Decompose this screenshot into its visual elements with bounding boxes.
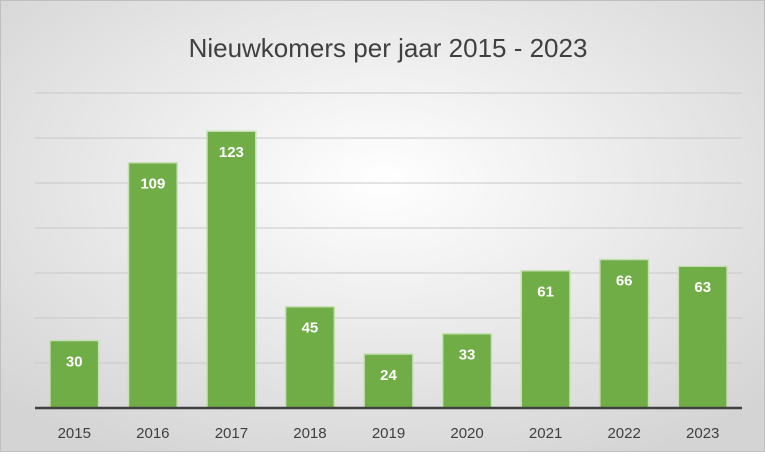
x-tick-label: 2017	[215, 425, 248, 442]
x-tick-label: 2018	[293, 425, 326, 442]
bar	[49, 339, 100, 409]
x-tick-label: 2015	[58, 425, 91, 442]
x-tick-label: 2023	[686, 425, 719, 442]
data-label: 24	[380, 367, 397, 384]
bar	[363, 353, 414, 409]
data-label: 30	[66, 353, 83, 370]
data-label: 109	[140, 176, 165, 193]
data-label: 33	[459, 347, 476, 364]
x-tick-label: 2021	[529, 425, 562, 442]
data-label: 45	[302, 320, 319, 337]
bar	[206, 130, 257, 409]
bar	[441, 333, 493, 409]
data-label: 66	[616, 272, 633, 289]
x-tick-label: 2016	[136, 425, 169, 442]
bar	[127, 162, 178, 409]
data-label: 61	[537, 284, 554, 301]
bar	[520, 270, 571, 409]
bar	[599, 258, 650, 409]
x-tick-label: 2020	[450, 425, 483, 442]
x-tick-label: 2022	[607, 425, 640, 442]
chart-title: Nieuwkomers per jaar 2015 - 2023	[189, 33, 588, 63]
bar	[677, 265, 728, 409]
x-tick-label: 2019	[372, 425, 405, 442]
data-label: 63	[694, 279, 711, 296]
data-label: 123	[219, 144, 244, 161]
